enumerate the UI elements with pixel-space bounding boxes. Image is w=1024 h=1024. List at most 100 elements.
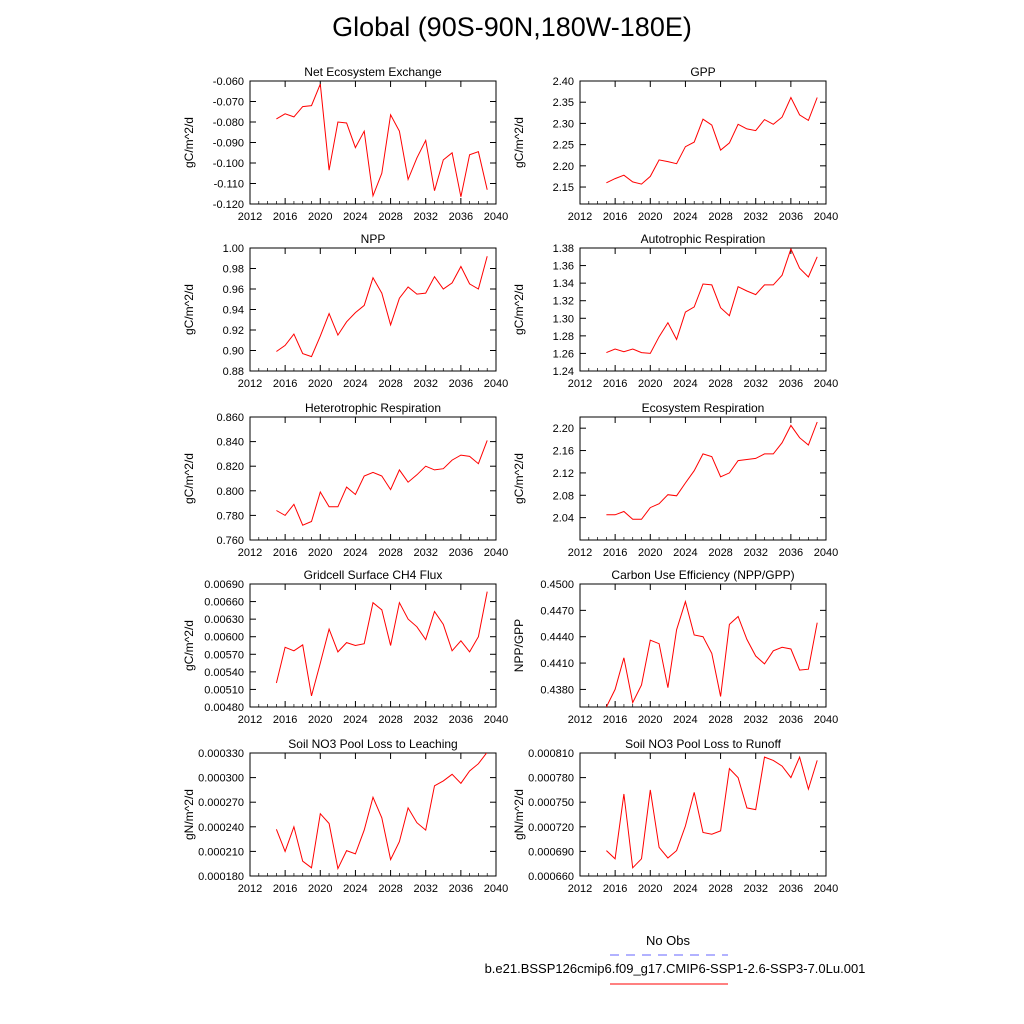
x-tick-label: 2016 [273, 714, 297, 726]
x-tick-label: 2036 [779, 714, 803, 726]
plot-frame [579, 247, 827, 372]
x-tick-label: 2036 [449, 211, 473, 223]
chart-title: GPP [690, 65, 715, 79]
x-tick-label: 2028 [708, 211, 732, 223]
x-tick-label: 2040 [814, 211, 838, 223]
x-tick-label: 2036 [779, 378, 803, 390]
x-tick-label: 2012 [568, 714, 592, 726]
x-tick-label: 2012 [238, 378, 262, 390]
x-tick-label: 2020 [638, 547, 662, 559]
x-tick-label: 2032 [743, 547, 767, 559]
x-tick-label: 2036 [779, 883, 803, 895]
x-tick-label: 2016 [273, 211, 297, 223]
series-line [276, 256, 488, 358]
x-tick-label: 2036 [449, 547, 473, 559]
series-line [275, 591, 488, 697]
x-tick-label: 2028 [708, 547, 732, 559]
y-tick-label: 2.25 [553, 140, 574, 152]
chart-panel: Gridcell Surface CH4 Flux gC/m^2/d 2012 201… [182, 568, 508, 726]
y-tick-label: 2.20 [553, 161, 574, 173]
y-tick-label: 0.00660 [204, 597, 244, 609]
y-tick-label: 0.00600 [204, 632, 244, 644]
x-tick-label: 2016 [273, 378, 297, 390]
x-tick-label: 2032 [743, 714, 767, 726]
x-tick-label: 2024 [673, 883, 697, 895]
x-tick-label: 2024 [673, 547, 697, 559]
y-tick-label: 0.000810 [528, 748, 574, 760]
y-tick-label: 0.000750 [528, 797, 574, 809]
y-tick-label: 0.94 [223, 305, 244, 317]
series-line [605, 599, 818, 707]
y-tick-label: 2.40 [553, 76, 574, 88]
y-tick-label: 0.760 [216, 535, 244, 547]
y-axis-label: gN/m^2/d [512, 789, 526, 840]
chart-panel: Heterotrophic Respiration gC/m^2/d 2012 201… [182, 401, 508, 559]
y-axis-label: gC/m^2/d [182, 117, 196, 168]
x-tick-label: 2016 [603, 547, 627, 559]
x-tick-label: 2032 [413, 211, 437, 223]
x-tick-label: 2028 [378, 378, 402, 390]
x-tick-label: 2012 [568, 883, 592, 895]
y-tick-label: 0.780 [216, 510, 244, 522]
y-tick-label: 1.36 [553, 261, 574, 273]
y-tick-label: 0.4500 [540, 579, 574, 591]
x-tick-label: 2032 [413, 378, 437, 390]
x-tick-label: 2032 [743, 378, 767, 390]
x-tick-label: 2020 [308, 547, 332, 559]
x-tick-label: 2040 [484, 547, 508, 559]
y-tick-label: -0.070 [213, 97, 244, 109]
x-tick-label: 2028 [708, 883, 732, 895]
y-tick-label: 2.15 [553, 182, 574, 194]
plot-frame [579, 80, 827, 205]
x-tick-label: 2020 [638, 714, 662, 726]
y-tick-label: 0.4380 [540, 684, 574, 696]
plot-frame [249, 247, 497, 372]
y-tick-label: 0.840 [216, 437, 244, 449]
y-tick-label: 0.000660 [528, 871, 574, 883]
y-tick-label: 0.000300 [198, 773, 244, 785]
x-tick-label: 2016 [273, 547, 297, 559]
series-line [606, 96, 818, 185]
chart-panel: Soil NO3 Pool Loss to Leaching gN/m^2/d 20… [182, 737, 508, 895]
x-tick-label: 2024 [343, 547, 367, 559]
x-tick-label: 2040 [814, 378, 838, 390]
x-tick-label: 2028 [378, 714, 402, 726]
x-tick-label: 2016 [603, 714, 627, 726]
y-tick-label: 0.000690 [528, 846, 574, 858]
x-tick-label: 2024 [343, 714, 367, 726]
x-tick-label: 2032 [413, 883, 437, 895]
y-axis-label: gC/m^2/d [182, 620, 196, 671]
x-tick-label: 2032 [413, 547, 437, 559]
page-title: Global (90S-90N,180W-180E) [332, 12, 692, 42]
x-tick-label: 2012 [238, 714, 262, 726]
x-tick-label: 2012 [238, 883, 262, 895]
y-tick-label: 0.4440 [540, 632, 574, 644]
x-tick-label: 2016 [603, 378, 627, 390]
plot-frame [579, 752, 827, 877]
x-tick-label: 2040 [814, 883, 838, 895]
x-tick-label: 2020 [638, 378, 662, 390]
y-tick-label: 1.00 [223, 243, 244, 255]
y-axis-label: gN/m^2/d [182, 789, 196, 840]
series-line [606, 421, 818, 520]
y-tick-label: 0.00690 [204, 579, 244, 591]
x-tick-label: 2024 [673, 714, 697, 726]
chart-title: Net Ecosystem Exchange [304, 65, 442, 79]
y-tick-label: 0.98 [223, 264, 244, 276]
plot-frame [579, 416, 827, 541]
y-tick-label: -0.100 [213, 158, 244, 170]
x-tick-label: 2028 [378, 883, 402, 895]
chart-panel: Ecosystem Respiration gC/m^2/d 2012 2016 202… [512, 401, 838, 559]
y-tick-label: 0.92 [223, 325, 244, 337]
x-tick-label: 2028 [378, 547, 402, 559]
y-tick-label: 2.16 [553, 446, 574, 458]
x-tick-label: 2036 [449, 714, 473, 726]
x-tick-label: 2020 [308, 714, 332, 726]
x-tick-label: 2032 [413, 714, 437, 726]
x-tick-label: 2036 [779, 547, 803, 559]
y-tick-label: 0.000180 [198, 871, 244, 883]
y-tick-label: 0.00570 [204, 649, 244, 661]
x-tick-label: 2012 [238, 211, 262, 223]
y-tick-label: 2.35 [553, 97, 574, 109]
y-tick-label: 0.00630 [204, 614, 244, 626]
